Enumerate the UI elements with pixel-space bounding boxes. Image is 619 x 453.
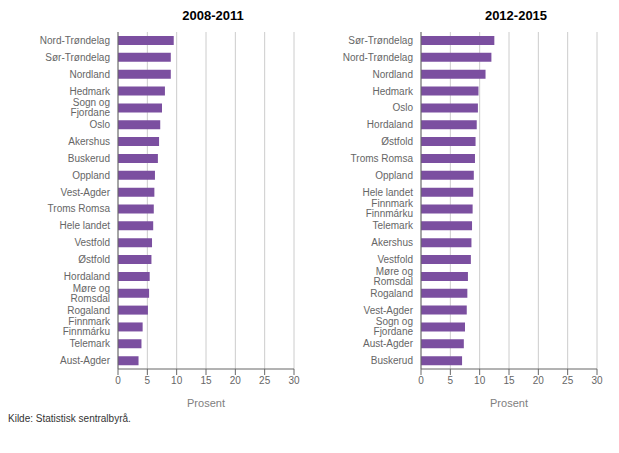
svg-text:Hele landet: Hele landet xyxy=(362,187,413,198)
svg-text:Østfold: Østfold xyxy=(78,254,110,265)
svg-text:30: 30 xyxy=(591,375,603,386)
svg-text:0: 0 xyxy=(115,375,121,386)
svg-text:Sogn ogFjordane: Sogn ogFjordane xyxy=(374,316,414,337)
svg-text:Nord-Trøndelag: Nord-Trøndelag xyxy=(343,52,413,63)
svg-text:10: 10 xyxy=(474,375,486,386)
html-text:Kilde: Statistisk sentralbyrå.: Kilde: Statistisk sentralbyrå. xyxy=(8,413,131,424)
svg-text:Vestfold: Vestfold xyxy=(74,237,110,248)
svg-text:Prosent: Prosent xyxy=(490,397,528,409)
svg-text:Troms Romsa: Troms Romsa xyxy=(351,153,414,164)
svg-text:Møre ogRomsdal: Møre ogRomsdal xyxy=(71,283,110,304)
html-text:2012-2015: 2012-2015 xyxy=(484,8,548,23)
svg-text:Vestfold: Vestfold xyxy=(377,254,413,265)
svg-text:Østfold: Østfold xyxy=(381,136,413,147)
svg-text:Aust-Agder: Aust-Agder xyxy=(60,355,111,366)
svg-text:Vest-Agder: Vest-Agder xyxy=(61,187,111,198)
svg-text:15: 15 xyxy=(503,375,515,386)
svg-text:Sør-Trøndelag: Sør-Trøndelag xyxy=(45,52,110,63)
svg-text:Hedmark: Hedmark xyxy=(69,86,111,97)
svg-text:Hordaland: Hordaland xyxy=(367,119,413,130)
svg-text:Nord-Trøndelag: Nord-Trøndelag xyxy=(40,35,110,46)
svg-text:Nordland: Nordland xyxy=(69,69,110,80)
svg-text:Hedmark: Hedmark xyxy=(372,86,414,97)
svg-text:Hele landet: Hele landet xyxy=(59,220,110,231)
svg-text:25: 25 xyxy=(562,375,574,386)
svg-text:Sør-Trøndelag: Sør-Trøndelag xyxy=(348,35,413,46)
svg-text:Aust-Agder: Aust-Agder xyxy=(363,338,414,349)
svg-text:Oppland: Oppland xyxy=(72,170,110,181)
svg-text:25: 25 xyxy=(259,375,271,386)
svg-text:FinnmarkFinnmárku: FinnmarkFinnmárku xyxy=(366,198,414,219)
svg-text:Vest-Agder: Vest-Agder xyxy=(364,305,414,316)
svg-text:Oslo: Oslo xyxy=(392,102,413,113)
svg-text:Telemark: Telemark xyxy=(69,338,111,349)
html-text:2008-2011: 2008-2011 xyxy=(182,8,244,23)
svg-text:5: 5 xyxy=(448,375,454,386)
svg-text:Rogaland: Rogaland xyxy=(370,288,413,299)
svg-text:FinnmarkFinnmárku: FinnmarkFinnmárku xyxy=(63,316,111,337)
svg-text:0: 0 xyxy=(418,375,424,386)
svg-text:Oppland: Oppland xyxy=(375,170,413,181)
svg-text:Akershus: Akershus xyxy=(68,136,110,147)
svg-text:15: 15 xyxy=(200,375,212,386)
svg-text:Rogaland: Rogaland xyxy=(67,305,110,316)
svg-text:Telemark: Telemark xyxy=(372,220,414,231)
svg-text:Troms Romsa: Troms Romsa xyxy=(48,203,111,214)
svg-text:10: 10 xyxy=(171,375,183,386)
svg-text:Oslo: Oslo xyxy=(89,119,110,130)
svg-text:20: 20 xyxy=(230,375,242,386)
svg-text:Sogn ogFjordane: Sogn ogFjordane xyxy=(71,97,111,118)
svg-text:Nordland: Nordland xyxy=(372,69,413,80)
svg-text:Buskerud: Buskerud xyxy=(371,355,413,366)
svg-text:Buskerud: Buskerud xyxy=(68,153,110,164)
svg-text:5: 5 xyxy=(145,375,151,386)
svg-text:20: 20 xyxy=(533,375,545,386)
svg-text:Hordaland: Hordaland xyxy=(64,271,110,282)
svg-text:Akershus: Akershus xyxy=(371,237,413,248)
svg-text:Møre ogRomsdal: Møre ogRomsdal xyxy=(374,266,413,287)
svg-text:Prosent: Prosent xyxy=(187,397,225,409)
svg-text:30: 30 xyxy=(288,375,300,386)
